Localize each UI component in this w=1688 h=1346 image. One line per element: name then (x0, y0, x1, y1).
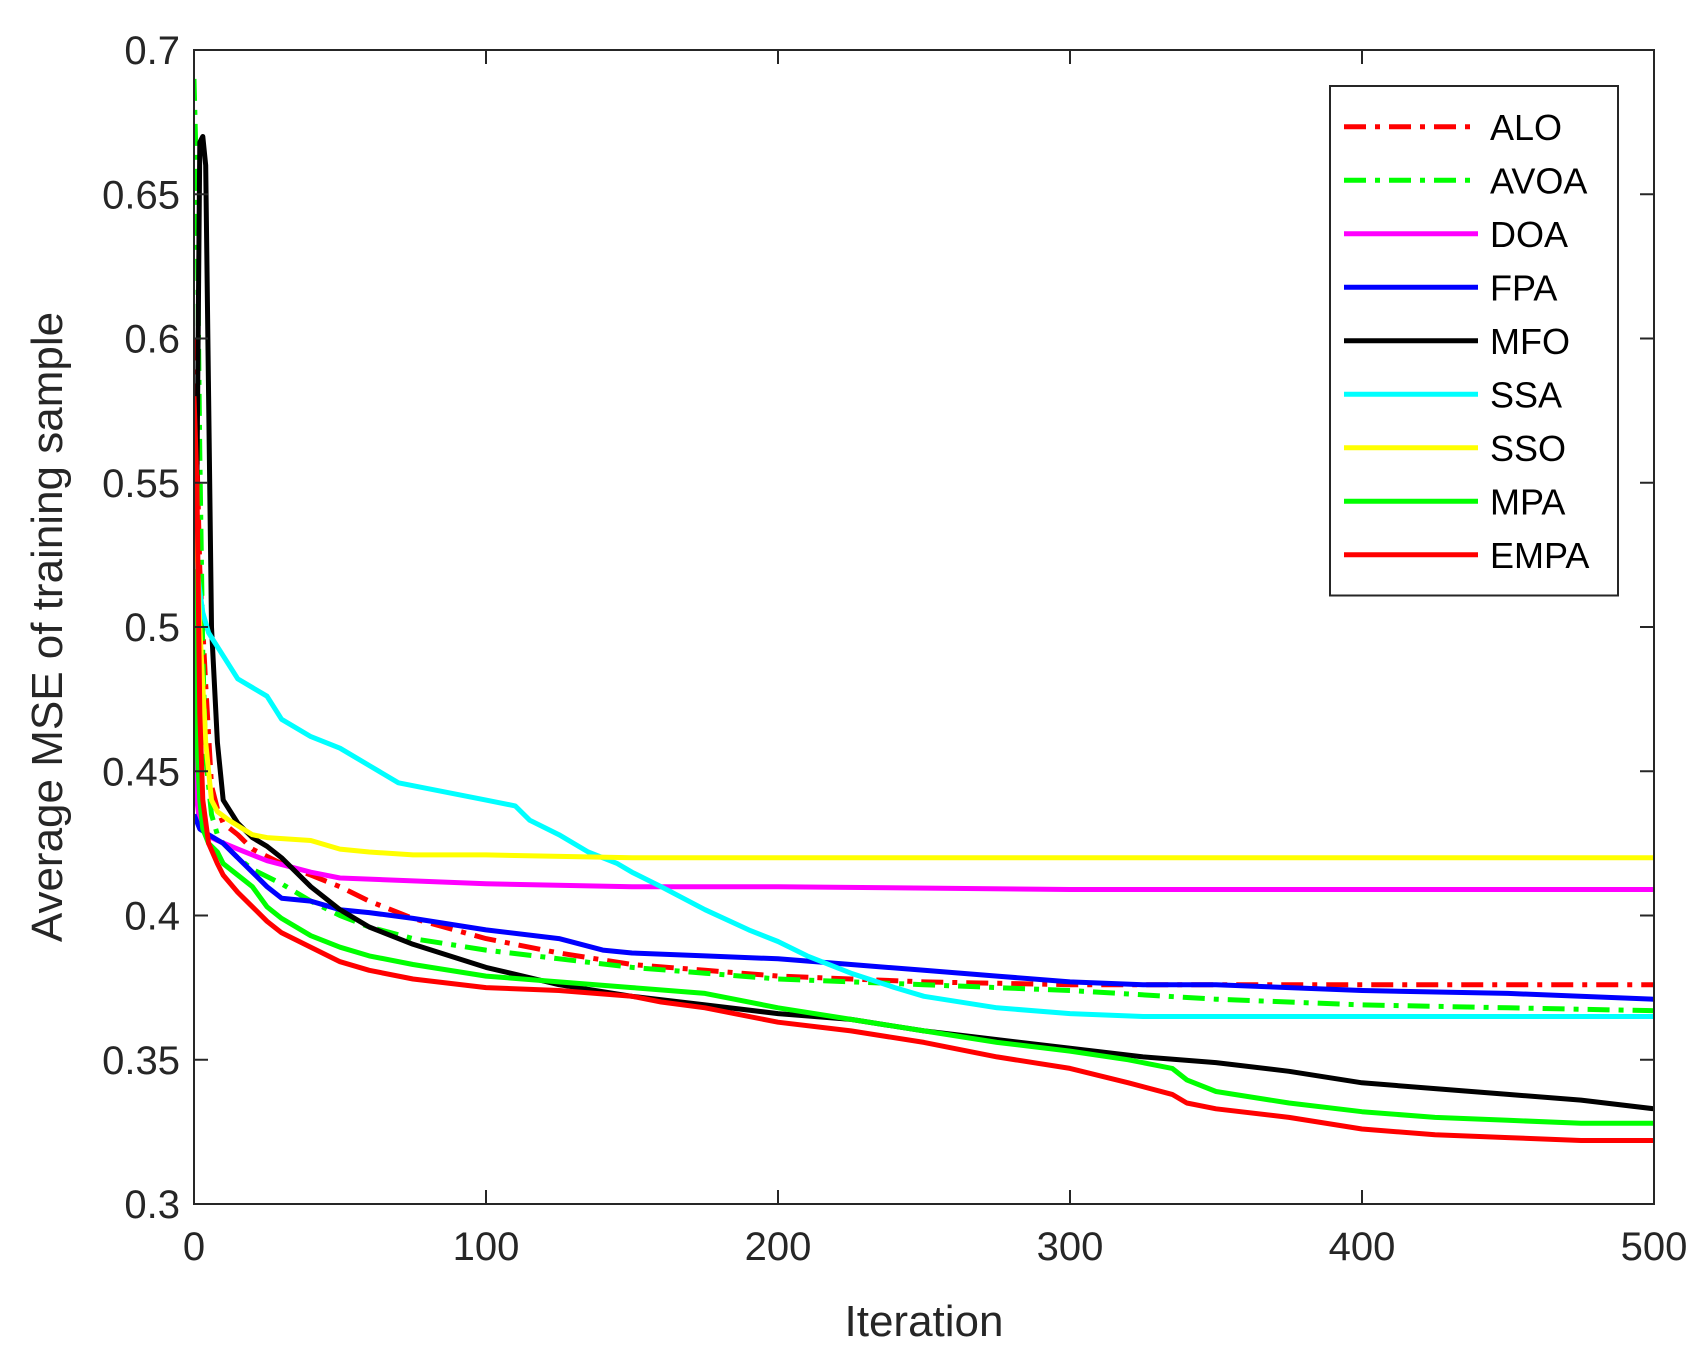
legend-label-sso: SSO (1490, 428, 1566, 469)
legend-label-alo: ALO (1490, 107, 1562, 148)
y-tick-label: 0.7 (124, 29, 180, 73)
series-line-ssa (194, 482, 1654, 1019)
x-tick-label: 100 (453, 1225, 520, 1269)
x-tick-label: 400 (1329, 1225, 1396, 1269)
series-line-fpa (194, 813, 1654, 1002)
series-line-mfo (194, 134, 1654, 1112)
series-line-sso (194, 453, 1654, 861)
y-tick-label: 0.65 (102, 173, 180, 217)
y-axis: 0.3 0.35 0.4 0.45 0.5 0.55 0.6 0.65 0.7 (102, 29, 1654, 1227)
legend-label-empa: EMPA (1490, 535, 1589, 576)
legend-label-ssa: SSA (1490, 374, 1562, 415)
legend-label-fpa: FPA (1490, 267, 1557, 308)
series-layer (194, 78, 1654, 1143)
legend-label-mpa: MPA (1490, 481, 1565, 522)
legend-label-avoa: AVOA (1490, 160, 1587, 201)
y-tick-label: 0.45 (102, 750, 180, 794)
x-tick-label: 500 (1621, 1225, 1688, 1269)
x-tick-label: 200 (745, 1225, 812, 1269)
x-axis-label: Iteration (845, 1297, 1004, 1346)
x-axis: 0 100 200 300 400 500 (183, 50, 1688, 1269)
legend: ALO AVOA DOA FPA MFO SSA SSO MPA EMPA (1329, 85, 1619, 597)
y-tick-label: 0.55 (102, 462, 180, 506)
y-tick-label: 0.3 (124, 1183, 180, 1227)
legend-label-doa: DOA (1490, 214, 1568, 255)
x-tick-label: 0 (183, 1225, 205, 1269)
legend-label-mfo: MFO (1490, 321, 1570, 362)
y-tick-label: 0.35 (102, 1039, 180, 1083)
x-tick-label: 300 (1037, 1225, 1104, 1269)
y-tick-label: 0.6 (124, 318, 180, 362)
series-line-mpa (194, 569, 1654, 1126)
series-line-empa (194, 396, 1654, 1143)
y-axis-label: Average MSE of training sample (23, 312, 72, 942)
y-tick-label: 0.5 (124, 606, 180, 650)
y-tick-label: 0.4 (124, 895, 180, 939)
